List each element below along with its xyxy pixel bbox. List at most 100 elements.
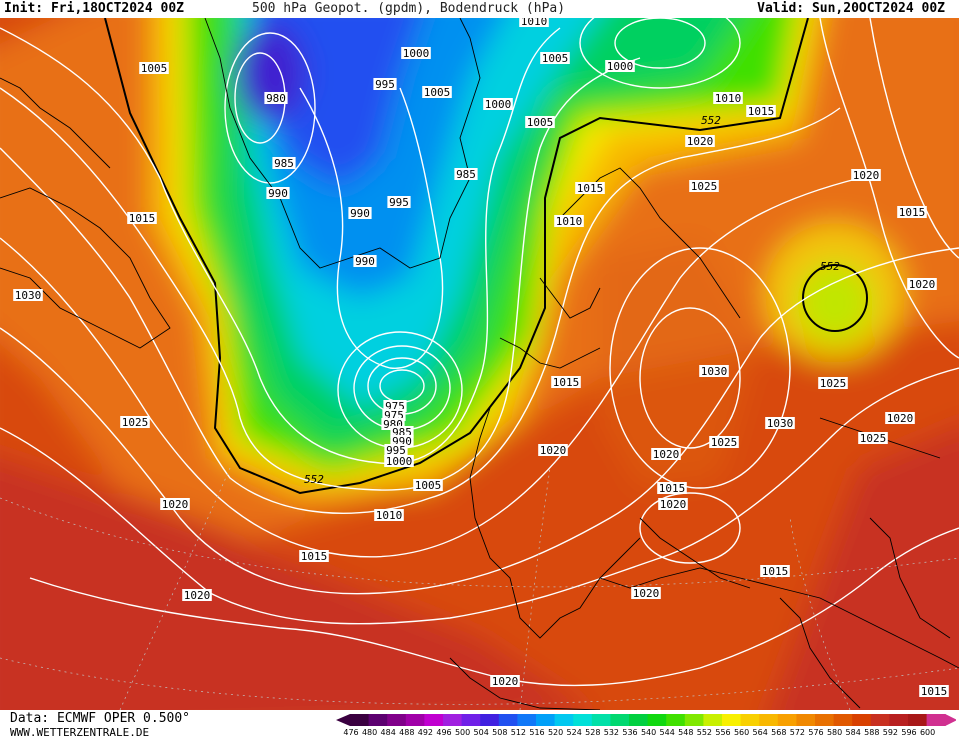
isobar-label: 1020 [631, 587, 661, 600]
isobar-label-text: 1010 [376, 509, 403, 522]
isobar-label-text: 1005 [141, 62, 168, 75]
legend-tick-label: 524 [566, 728, 582, 737]
color-legend: 476 480 484 488 492 496 500 504 508 512 516 520 524 5… [336, 712, 958, 740]
isobar-label: 1015 [897, 206, 927, 219]
isobar-label: 1005 [525, 116, 555, 129]
isobar-label-bg [353, 255, 377, 267]
isobar-label-text: 1020 [492, 675, 519, 688]
isobar-label-bg [907, 278, 937, 290]
isobar-label: 980 [264, 92, 288, 105]
legend-tick-label: 516 [529, 728, 545, 737]
legend-tick-label: 484 [380, 728, 396, 737]
contour-labels: 552 552 552 [304, 114, 840, 486]
isobar-label-bg [851, 169, 881, 181]
legend-tick-label: 560 [733, 728, 750, 737]
isobar-label-bg [483, 98, 513, 110]
isobar-label-text: 1000 [485, 98, 512, 111]
legend-tick-label: 596 [901, 728, 917, 737]
isobar-label: 995 [387, 196, 411, 209]
isobar-label: 1005 [413, 479, 443, 492]
data-source: Data: ECMWF OPER 0.500° [10, 711, 191, 726]
isobar-label-text: 1015 [921, 685, 948, 698]
legend-tick-label: 600 [919, 728, 936, 737]
isobar-label-text: 985 [456, 168, 476, 181]
legend-swatch [461, 714, 481, 726]
isobar-label-bg [713, 92, 743, 104]
legend-swatch [536, 714, 556, 726]
isobar-label-bg [413, 479, 443, 491]
legend-swatch [852, 714, 872, 726]
legend-tick-label: 492 [417, 728, 434, 737]
isobar-label-bg [490, 675, 520, 687]
chart-title: 500 hPa Geopot. (gpdm), Bodendruck (hPa) [252, 1, 566, 16]
isobar-label-text: 990 [350, 207, 370, 220]
isobar-label-text: 1015 [301, 550, 328, 563]
legend-swatch [405, 714, 425, 726]
isobar-label: 1015 [760, 565, 790, 578]
isobar-label-text: 1005 [424, 86, 451, 99]
legend-tick-label: 572 [789, 728, 806, 737]
isobar-label: 1025 [709, 436, 739, 449]
isobar-label: 1020 [907, 278, 937, 291]
isobar-label: 990 [266, 187, 290, 200]
legend-swatch [889, 714, 909, 726]
isobar-label-text: 1020 [162, 498, 189, 511]
isobar-label-text: 1015 [659, 482, 686, 495]
isobar-label: 1020 [538, 444, 568, 457]
isobar-label-bg [13, 289, 43, 301]
isobar-label: 990 [348, 207, 372, 220]
legend-swatch [629, 714, 649, 726]
isobar-label-text: 1020 [660, 498, 687, 511]
isobar-label: 1000 [483, 98, 513, 111]
contour-552 [104, 18, 809, 495]
isobar-label-bg [658, 498, 688, 510]
isobar-label-bg [709, 436, 739, 448]
legend-swatch [666, 714, 686, 726]
legend-arrow-left [336, 714, 350, 726]
isobar-label-text: 1000 [386, 455, 413, 468]
isobar-label-text: 990 [355, 255, 375, 268]
isobar-label: 985 [272, 157, 296, 170]
isobar-label-bg [919, 685, 949, 697]
isobar-label: 1000 [384, 455, 414, 468]
isobar-label: 1010 [374, 509, 404, 522]
legend-tick-label: 488 [399, 728, 415, 737]
legend-swatch [517, 714, 537, 726]
isobar-label-text: 980 [266, 92, 286, 105]
legend-tick-label: 556 [715, 728, 731, 737]
legend-swatch [684, 714, 704, 726]
isobar-label-text: 990 [268, 187, 288, 200]
isobar-label-bg [651, 448, 681, 460]
isobar-label-text: 995 [386, 444, 406, 457]
legend-tick-label: 480 [361, 728, 378, 737]
isobar-label: 1000 [605, 60, 635, 73]
legend-tick-label: 476 [343, 728, 359, 737]
isobar-label-bg [387, 196, 411, 208]
legend-tick-label: 588 [864, 728, 880, 737]
legend-swatch [722, 714, 742, 726]
isobar-label-bg [605, 60, 635, 72]
isobar-label-text: 995 [375, 78, 395, 91]
isobar-label: 1025 [689, 180, 719, 193]
isobar-label-bg [422, 86, 452, 98]
graticule [0, 467, 959, 710]
isobar-label-bg [160, 498, 190, 510]
legend-swatch [759, 714, 779, 726]
isobar-label-text: 1015 [748, 105, 775, 118]
legend-swatch [703, 714, 723, 726]
isobar-label: 1015 [746, 105, 776, 118]
isobar-label-text: 995 [389, 196, 409, 209]
isobar-label-text: 1015 [762, 565, 789, 578]
isobar-label-text: 1010 [521, 18, 548, 28]
legend-swatch [796, 714, 816, 726]
isobar-label-bg [266, 187, 290, 199]
isobar-label-text: 1025 [691, 180, 718, 193]
legend-tick-label: 536 [622, 728, 638, 737]
contour-label: 552 [304, 473, 324, 486]
legend-swatch [740, 714, 760, 726]
legend-arrow-right [945, 714, 958, 726]
isobar-label-bg [454, 168, 478, 180]
isobar-label: 1020 [851, 169, 881, 182]
isobar-label-bg [575, 182, 605, 194]
legend-swatch [833, 714, 853, 726]
